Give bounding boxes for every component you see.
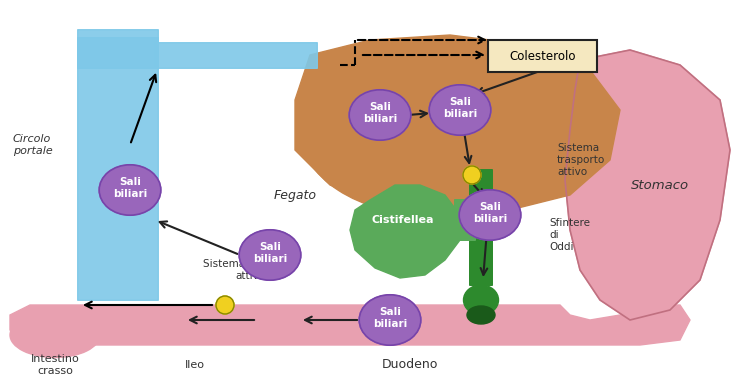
FancyBboxPatch shape <box>77 30 158 300</box>
Ellipse shape <box>459 190 521 240</box>
Text: Duodeno: Duodeno <box>382 358 439 372</box>
Text: Intestino
crasso: Intestino crasso <box>31 354 80 376</box>
FancyBboxPatch shape <box>77 38 158 68</box>
Circle shape <box>216 296 234 314</box>
Text: Sali
biliari: Sali biliari <box>253 242 287 264</box>
Text: Ileo: Ileo <box>185 360 205 370</box>
FancyBboxPatch shape <box>455 200 475 240</box>
Text: Colesterolo: Colesterolo <box>510 50 576 63</box>
Ellipse shape <box>300 45 560 215</box>
Text: Sali
biliari: Sali biliari <box>373 307 407 329</box>
Ellipse shape <box>464 285 498 315</box>
Ellipse shape <box>429 85 491 135</box>
Text: Circolo
portale: Circolo portale <box>13 134 53 156</box>
Ellipse shape <box>99 165 161 215</box>
Ellipse shape <box>467 306 495 324</box>
Polygon shape <box>10 305 690 345</box>
Text: Stomaco: Stomaco <box>631 178 689 191</box>
FancyBboxPatch shape <box>469 170 492 285</box>
Text: Cistifellea: Cistifellea <box>371 215 434 225</box>
Ellipse shape <box>349 90 411 140</box>
Text: Sistema trasporto
attivo: Sistema trasporto attivo <box>203 259 297 281</box>
Text: Sistema
trasporto
attivo: Sistema trasporto attivo <box>557 143 605 176</box>
Circle shape <box>463 166 481 184</box>
Polygon shape <box>295 35 620 215</box>
Ellipse shape <box>359 295 421 345</box>
Text: Fegato: Fegato <box>273 188 316 201</box>
Text: Sali
biliari: Sali biliari <box>443 97 477 119</box>
Ellipse shape <box>10 312 100 358</box>
FancyBboxPatch shape <box>155 43 318 68</box>
FancyBboxPatch shape <box>488 40 597 72</box>
Text: Sali
biliari: Sali biliari <box>473 202 507 224</box>
Text: Sali
biliari: Sali biliari <box>113 177 147 199</box>
Polygon shape <box>350 185 460 278</box>
Polygon shape <box>565 50 730 320</box>
Ellipse shape <box>240 230 301 280</box>
Text: Sfintere
di
Oddi: Sfintere di Oddi <box>549 219 590 252</box>
Text: Sali
biliari: Sali biliari <box>363 102 397 124</box>
